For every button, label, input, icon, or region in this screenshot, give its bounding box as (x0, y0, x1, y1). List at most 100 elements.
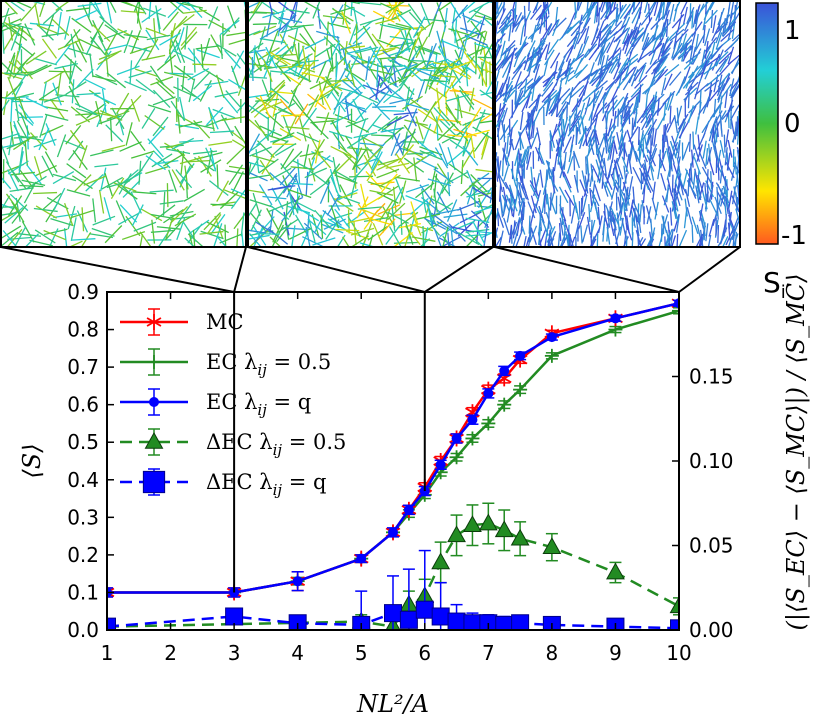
rod (437, 133, 462, 142)
rod (78, 145, 88, 169)
rod (577, 14, 583, 33)
rod (544, 186, 548, 205)
rod (321, 77, 343, 92)
rod (34, 3, 41, 28)
rod (164, 217, 174, 241)
rod (377, 157, 402, 166)
rod (180, 31, 198, 51)
rod (513, 49, 521, 68)
rod (14, 40, 34, 57)
rod (538, 3, 548, 21)
rod (728, 211, 732, 230)
rod (730, 82, 740, 99)
rod (561, 89, 574, 105)
rod (288, 188, 312, 199)
legend-marker (144, 431, 164, 449)
rod (362, 84, 386, 94)
rod (621, 16, 631, 34)
rod (25, 64, 48, 77)
rod (502, 40, 516, 55)
rod (694, 62, 705, 79)
rod (280, 25, 304, 34)
rod (624, 212, 628, 231)
rod (396, 12, 415, 31)
rod (541, 88, 555, 103)
rod (328, 79, 353, 82)
rod (578, 102, 586, 121)
rod (248, 76, 268, 79)
data-point (435, 459, 446, 470)
rod (695, 116, 700, 135)
rod (369, 46, 382, 69)
rod (200, 44, 204, 69)
rod (405, 184, 430, 193)
rod (138, 160, 142, 185)
rod (704, 40, 709, 59)
rod (104, 225, 123, 244)
rod (568, 87, 574, 105)
rod (608, 56, 619, 74)
rod (54, 63, 78, 70)
rod (315, 60, 327, 84)
rod (475, 109, 486, 132)
rod (628, 145, 634, 164)
rod (609, 20, 623, 35)
data-point (415, 600, 434, 619)
rod (562, 123, 570, 141)
rod (396, 176, 420, 182)
rod (684, 189, 691, 207)
rod (560, 236, 568, 247)
data-point (465, 431, 480, 446)
rod (676, 233, 679, 247)
rod (159, 32, 181, 46)
rod (38, 127, 50, 151)
rod (302, 24, 317, 46)
rod (470, 20, 487, 41)
rod (673, 31, 678, 50)
rod (314, 139, 321, 164)
rod (65, 81, 87, 95)
rod (728, 190, 733, 209)
rod (543, 189, 547, 208)
rod (673, 188, 676, 207)
rod (248, 234, 270, 240)
data-point (384, 604, 402, 623)
rod (7, 160, 29, 175)
rod (574, 1, 577, 18)
rod (501, 194, 510, 212)
rod (171, 169, 185, 191)
rod (470, 173, 488, 193)
rod (495, 92, 505, 104)
rod (559, 69, 575, 83)
rod (462, 49, 477, 70)
data-point (431, 607, 450, 626)
y2-tick-label: 0.15 (689, 365, 734, 389)
rod (661, 215, 668, 234)
rod (711, 124, 715, 143)
rod (559, 217, 564, 236)
rod (259, 95, 271, 118)
rod (362, 223, 373, 247)
rod (177, 203, 192, 224)
rod (592, 199, 600, 218)
rod (514, 71, 522, 89)
rod (83, 175, 107, 186)
rod (424, 217, 447, 230)
rod (632, 94, 639, 113)
rod (371, 134, 396, 137)
rod (133, 47, 148, 69)
rod (663, 73, 673, 91)
rod (178, 120, 203, 128)
rod (51, 18, 70, 36)
rod (500, 44, 516, 57)
rod (7, 76, 18, 100)
rod (8, 22, 33, 30)
rod (287, 66, 309, 81)
rod (363, 154, 377, 177)
rod (657, 97, 660, 116)
rod (270, 70, 295, 75)
rod (326, 21, 329, 46)
rod (380, 109, 405, 112)
rod (691, 224, 694, 243)
rod (300, 230, 309, 247)
